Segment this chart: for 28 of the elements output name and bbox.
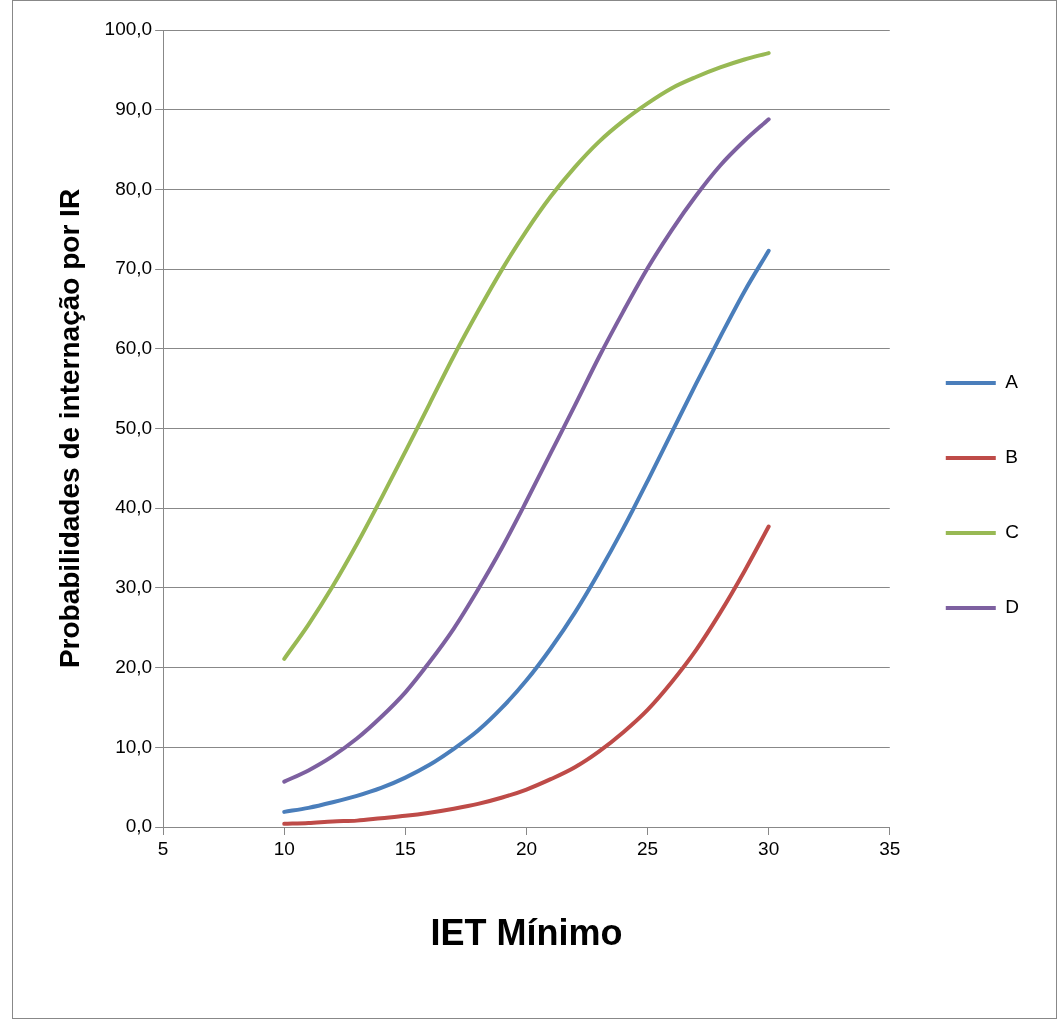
x-tick-label: 15 xyxy=(394,837,416,859)
line-series xyxy=(282,248,771,814)
x-tick-label: 30 xyxy=(758,837,780,859)
y-tick-label: 10,0 xyxy=(115,735,153,757)
x-axis-title: IET Mínimo xyxy=(430,912,623,954)
y-tick-label: 60,0 xyxy=(115,337,153,359)
line-series xyxy=(282,117,771,784)
x-tick-label: 20 xyxy=(515,837,538,859)
line-series xyxy=(282,524,771,826)
x-tick-label: 35 xyxy=(879,837,901,859)
y-tick-label: 20,0 xyxy=(115,655,153,677)
line-series xyxy=(282,51,771,661)
legend-label: D xyxy=(1005,596,1020,618)
y-tick-label: 30,0 xyxy=(115,576,153,598)
y-tick-label: 40,0 xyxy=(115,496,153,518)
y-tick-label: 90,0 xyxy=(115,97,153,119)
y-tick-label: 70,0 xyxy=(115,257,153,279)
y-axis-title: Probabilidades de internação por IR xyxy=(53,188,85,669)
legend-label: A xyxy=(1005,371,1019,393)
x-tick-label: 5 xyxy=(157,837,169,859)
y-tick-label: 80,0 xyxy=(115,177,153,199)
legend-label: B xyxy=(1005,446,1018,468)
y-tick-label: 100,0 xyxy=(104,18,153,40)
x-tick-label: 10 xyxy=(273,837,295,859)
y-tick-label: 50,0 xyxy=(115,416,153,438)
legend-label: C xyxy=(1005,521,1020,543)
y-tick-label: 0,0 xyxy=(125,815,153,837)
x-tick-label: 25 xyxy=(637,837,659,859)
